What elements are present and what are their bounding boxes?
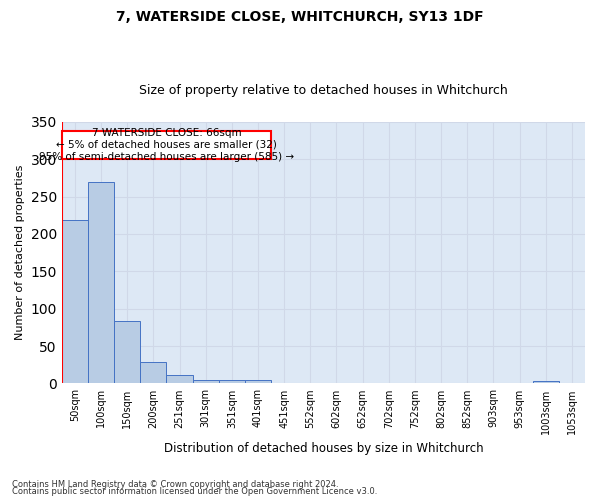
Bar: [193, 380, 219, 384]
Y-axis label: Number of detached properties: Number of detached properties: [15, 165, 25, 340]
Bar: [533, 381, 559, 384]
Bar: [62, 220, 88, 384]
Text: 7 WATERSIDE CLOSE: 66sqm
← 5% of detached houses are smaller (32)
95% of semi-de: 7 WATERSIDE CLOSE: 66sqm ← 5% of detache…: [39, 128, 294, 162]
FancyBboxPatch shape: [62, 130, 271, 159]
Text: 7, WATERSIDE CLOSE, WHITCHURCH, SY13 1DF: 7, WATERSIDE CLOSE, WHITCHURCH, SY13 1DF: [116, 10, 484, 24]
Text: Contains HM Land Registry data © Crown copyright and database right 2024.: Contains HM Land Registry data © Crown c…: [12, 480, 338, 489]
Bar: [219, 380, 245, 384]
Bar: [114, 320, 140, 384]
Text: Contains public sector information licensed under the Open Government Licence v3: Contains public sector information licen…: [12, 487, 377, 496]
Bar: [166, 375, 193, 384]
Title: Size of property relative to detached houses in Whitchurch: Size of property relative to detached ho…: [139, 84, 508, 97]
X-axis label: Distribution of detached houses by size in Whitchurch: Distribution of detached houses by size …: [164, 442, 483, 455]
Bar: [140, 362, 166, 384]
Bar: [245, 380, 271, 384]
Bar: [88, 182, 114, 384]
